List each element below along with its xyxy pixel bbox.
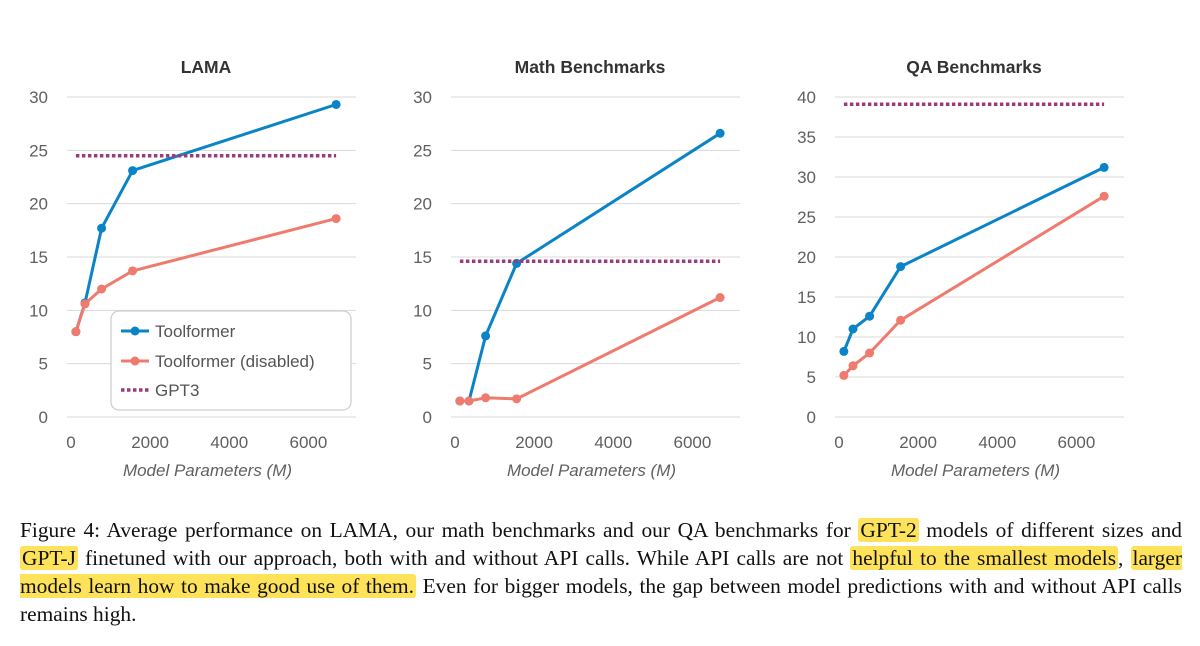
chart-panel-1: LAMA 0 5 10 15 20 25 30 0 2000 4000 6000 Model Param… bbox=[29, 57, 356, 480]
x-tick-label: 0 bbox=[450, 433, 459, 452]
legend-label-gpt3: GPT3 bbox=[155, 381, 199, 400]
legend-marker-toolformer-disabled bbox=[130, 356, 140, 366]
y-tick-label: 30 bbox=[29, 88, 48, 107]
data-point-toolformer-disabled bbox=[1099, 191, 1109, 201]
data-point-toolformer-disabled bbox=[455, 396, 465, 406]
x-axis-label: Model Parameters (M) bbox=[891, 461, 1060, 480]
caption-text: finetuned with our approach, both with a… bbox=[77, 546, 851, 570]
y-tick-label: 5 bbox=[423, 355, 432, 374]
y-tick-label: 30 bbox=[797, 168, 816, 187]
data-point-toolformer bbox=[97, 223, 107, 233]
x-tick-label: 4000 bbox=[210, 433, 248, 452]
series-line-toolformer-disabled bbox=[459, 296, 721, 403]
data-point-toolformer bbox=[1099, 162, 1109, 172]
data-point-toolformer-disabled bbox=[481, 393, 491, 403]
x-tick-label: 6000 bbox=[290, 433, 328, 452]
y-tick-label: 20 bbox=[413, 195, 432, 214]
data-point-toolformer bbox=[481, 331, 491, 341]
x-tick-label: 6000 bbox=[1058, 433, 1096, 452]
data-point-toolformer-disabled bbox=[331, 214, 341, 224]
y-tick-label: 25 bbox=[29, 141, 48, 160]
data-point-toolformer-disabled bbox=[512, 394, 522, 404]
series-line-toolformer bbox=[74, 103, 337, 333]
y-tick-label: 35 bbox=[797, 128, 816, 147]
y-tick-label: 0 bbox=[423, 408, 432, 427]
caption-text: Figure 4: Average performance on LAMA, o… bbox=[20, 518, 859, 542]
data-point-toolformer bbox=[896, 262, 906, 272]
y-tick-label: 15 bbox=[413, 248, 432, 267]
data-point-toolformer-disabled bbox=[896, 315, 906, 325]
caption-text: models of different sizes and bbox=[918, 518, 1182, 542]
caption-highlight: GPT-2 bbox=[858, 518, 919, 542]
y-tick-label: 40 bbox=[797, 88, 816, 107]
data-point-toolformer bbox=[865, 311, 875, 321]
x-tick-label: 0 bbox=[66, 433, 75, 452]
data-point-toolformer-disabled bbox=[128, 266, 138, 276]
data-point-toolformer-disabled bbox=[839, 370, 849, 380]
y-tick-label: 5 bbox=[807, 368, 816, 387]
figure-caption: Figure 4: Average performance on LAMA, o… bbox=[20, 516, 1182, 628]
y-tick-label: 10 bbox=[413, 301, 432, 320]
y-tick-label: 30 bbox=[413, 88, 432, 107]
legend-label-toolformer: Toolformer bbox=[155, 322, 236, 341]
chart-title: LAMA bbox=[181, 57, 232, 77]
chart-title: Math Benchmarks bbox=[515, 57, 666, 77]
data-point-toolformer-disabled bbox=[80, 299, 90, 309]
y-tick-label: 20 bbox=[797, 248, 816, 267]
x-tick-label: 2000 bbox=[515, 433, 553, 452]
y-tick-label: 15 bbox=[29, 248, 48, 267]
y-tick-label: 0 bbox=[807, 408, 816, 427]
legend-box bbox=[110, 310, 352, 411]
series-line-toolformer-disabled bbox=[842, 194, 1105, 377]
data-point-toolformer-disabled bbox=[848, 361, 858, 371]
y-tick-label: 10 bbox=[29, 301, 48, 320]
x-tick-label: 0 bbox=[834, 433, 843, 452]
legend-label-toolformer-disabled: Toolformer (disabled) bbox=[155, 352, 315, 371]
caption-highlight: helpful to the smallest models bbox=[850, 546, 1119, 570]
data-point-toolformer bbox=[839, 346, 849, 356]
x-tick-label: 2000 bbox=[131, 433, 169, 452]
x-tick-label: 2000 bbox=[899, 433, 937, 452]
series-line-toolformer bbox=[842, 166, 1105, 352]
chart-title: QA Benchmarks bbox=[906, 57, 1042, 77]
y-tick-label: 15 bbox=[797, 288, 816, 307]
y-tick-label: 25 bbox=[413, 141, 432, 160]
chart-panel-3: QA Benchmarks 0 5 10 15 20 25 30 35 40 0 2000 4000 60… bbox=[797, 57, 1124, 480]
y-tick-label: 25 bbox=[797, 208, 816, 227]
caption-text: Even for bigger models, the gap between … bbox=[20, 574, 1182, 626]
x-tick-label: 6000 bbox=[674, 433, 712, 452]
data-point-toolformer-disabled bbox=[464, 396, 474, 406]
chart-panel-2: Math Benchmarks 0 5 10 15 20 25 30 0 2000 4000 6000… bbox=[413, 57, 740, 480]
data-point-toolformer-disabled bbox=[71, 327, 81, 337]
caption-text: , bbox=[1118, 546, 1131, 570]
chart-legend: Toolformer Toolformer (disabled) GPT3 bbox=[110, 310, 352, 411]
data-point-toolformer-disabled bbox=[715, 293, 725, 303]
data-point-toolformer bbox=[848, 324, 858, 334]
x-axis-label: Model Parameters (M) bbox=[123, 461, 292, 480]
x-tick-label: 4000 bbox=[978, 433, 1016, 452]
y-tick-label: 0 bbox=[39, 408, 48, 427]
legend-marker-toolformer bbox=[130, 326, 140, 336]
x-tick-label: 4000 bbox=[594, 433, 632, 452]
data-point-toolformer bbox=[331, 99, 341, 109]
data-point-toolformer bbox=[128, 166, 138, 176]
y-tick-label: 5 bbox=[39, 355, 48, 374]
data-point-toolformer-disabled bbox=[865, 348, 875, 358]
data-point-toolformer-disabled bbox=[97, 284, 107, 294]
data-point-toolformer bbox=[715, 128, 725, 138]
y-tick-label: 10 bbox=[797, 328, 816, 347]
x-axis-label: Model Parameters (M) bbox=[507, 461, 676, 480]
y-tick-label: 20 bbox=[29, 195, 48, 214]
caption-highlight: GPT-J bbox=[20, 546, 78, 570]
